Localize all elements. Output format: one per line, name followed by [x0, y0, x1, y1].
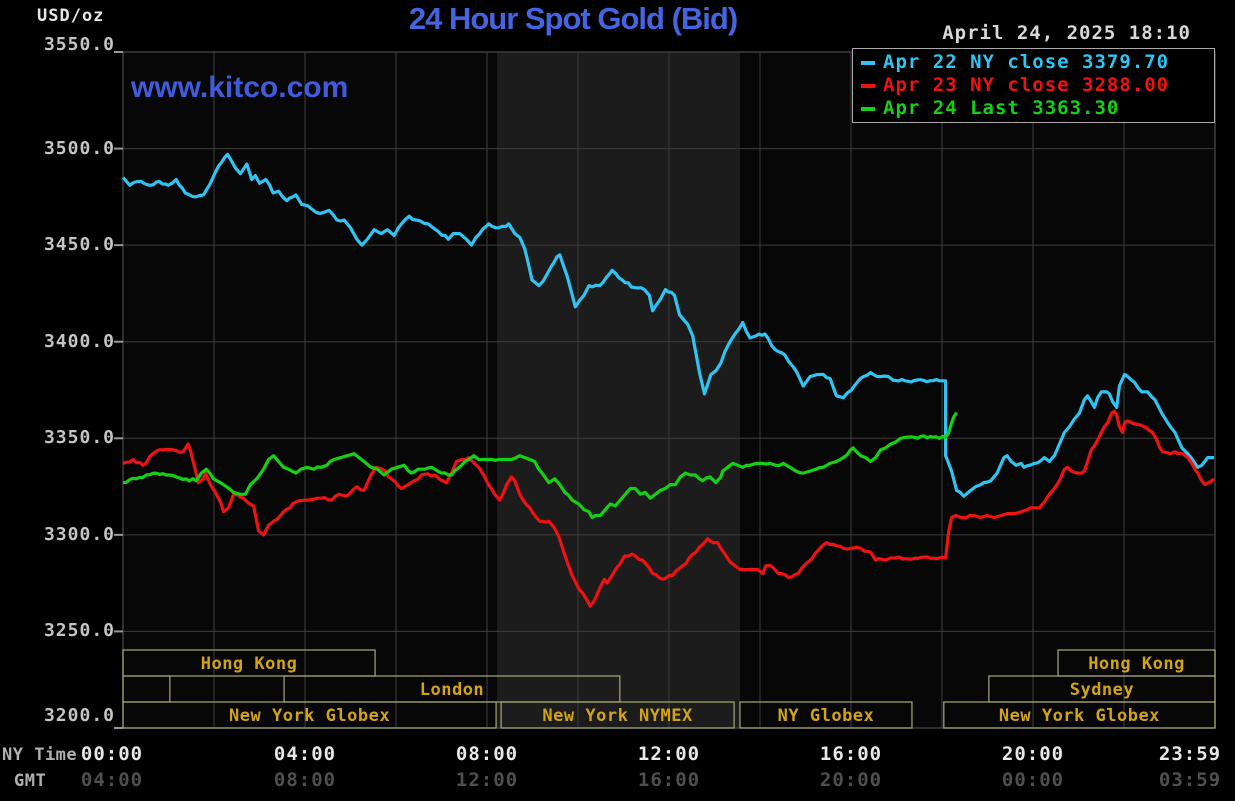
gmt-tick-label: 03:59	[1158, 769, 1222, 791]
ny-time-tick-label: 20:00	[1001, 743, 1065, 765]
ny-time-axis-label: NY Time	[2, 745, 78, 765]
ny-time-tick-label: 04:00	[273, 743, 337, 765]
legend-item-apr24: Apr 24 Last 3363.30	[861, 99, 1210, 118]
session-label: New York Globex	[999, 706, 1160, 726]
legend-label-apr23: Apr 23 NY close 3288.00	[883, 74, 1170, 96]
price-line-apr-22	[121, 152, 1215, 498]
session-label: NY Globex	[778, 706, 875, 726]
ny-time-tick-label: 16:00	[819, 743, 883, 765]
session-box-new-york-globex	[943, 701, 1216, 729]
y-axis-label: 3550.0	[43, 34, 115, 55]
gmt-tick-label: 16:00	[637, 769, 701, 791]
legend-dash-apr23-icon	[861, 83, 875, 88]
ny-time-tick-label: 23:59	[1158, 743, 1222, 765]
y-axis-label: 3450.0	[43, 234, 115, 256]
session-label: New York NYMEX	[542, 706, 693, 726]
legend-dash-apr24-icon	[861, 106, 875, 111]
price-line-apr-23	[122, 409, 1216, 608]
session-label: New York Globex	[229, 706, 390, 726]
ny-time-tick-label: 12:00	[637, 743, 701, 765]
gmt-axis-label: GMT	[14, 771, 47, 791]
legend-label-apr22: Apr 22 NY close 3379.70	[883, 51, 1170, 73]
session-box-hong-kong	[122, 649, 376, 677]
chart-datetime: April 24, 2025 18:10	[942, 22, 1191, 44]
y-axis-label: 3200.0	[43, 705, 115, 726]
kitco-watermark: www.kitco.com	[131, 71, 349, 104]
y-axis-label: 3300.0	[43, 523, 115, 545]
session-box-ny-globex	[739, 701, 913, 729]
session-label: Sydney	[1070, 680, 1134, 700]
y-axis-label: 3400.0	[43, 330, 115, 352]
legend-dash-apr22-icon	[861, 60, 875, 65]
session-label: Hong Kong	[201, 654, 298, 674]
legend-item-apr23: Apr 23 NY close 3288.00	[861, 76, 1210, 95]
legend-item-apr22: Apr 22 NY close 3379.70	[861, 53, 1210, 72]
legend-label-apr24: Apr 24 Last 3363.30	[883, 97, 1120, 119]
session-box-new-york-nymex	[500, 701, 735, 729]
gmt-tick-label: 04:00	[80, 769, 144, 791]
y-axis-label: 3500.0	[43, 137, 115, 159]
legend-box: Apr 22 NY close 3379.70 Apr 23 NY close …	[852, 48, 1215, 123]
gmt-tick-label: 20:00	[819, 769, 883, 791]
ny-time-tick-label: 08:00	[455, 743, 519, 765]
gmt-tick-label: 08:00	[273, 769, 337, 791]
chart-title: 24 Hour Spot Gold (Bid)	[408, 1, 738, 36]
session-label: London	[420, 680, 484, 700]
ny-time-tick-label: 00:00	[80, 743, 144, 765]
session-box-new-york-globex	[122, 701, 497, 729]
gmt-tick-label: 00:00	[1001, 769, 1065, 791]
session-label: Hong Kong	[1088, 654, 1185, 674]
nymex-session-band	[497, 52, 740, 728]
y-axis-label: 3250.0	[43, 620, 115, 642]
price-line-apr-24	[122, 411, 958, 520]
gmt-tick-label: 12:00	[455, 769, 519, 791]
y-axis-label: 3350.0	[43, 427, 115, 449]
unit-label: USD/oz	[37, 6, 105, 26]
